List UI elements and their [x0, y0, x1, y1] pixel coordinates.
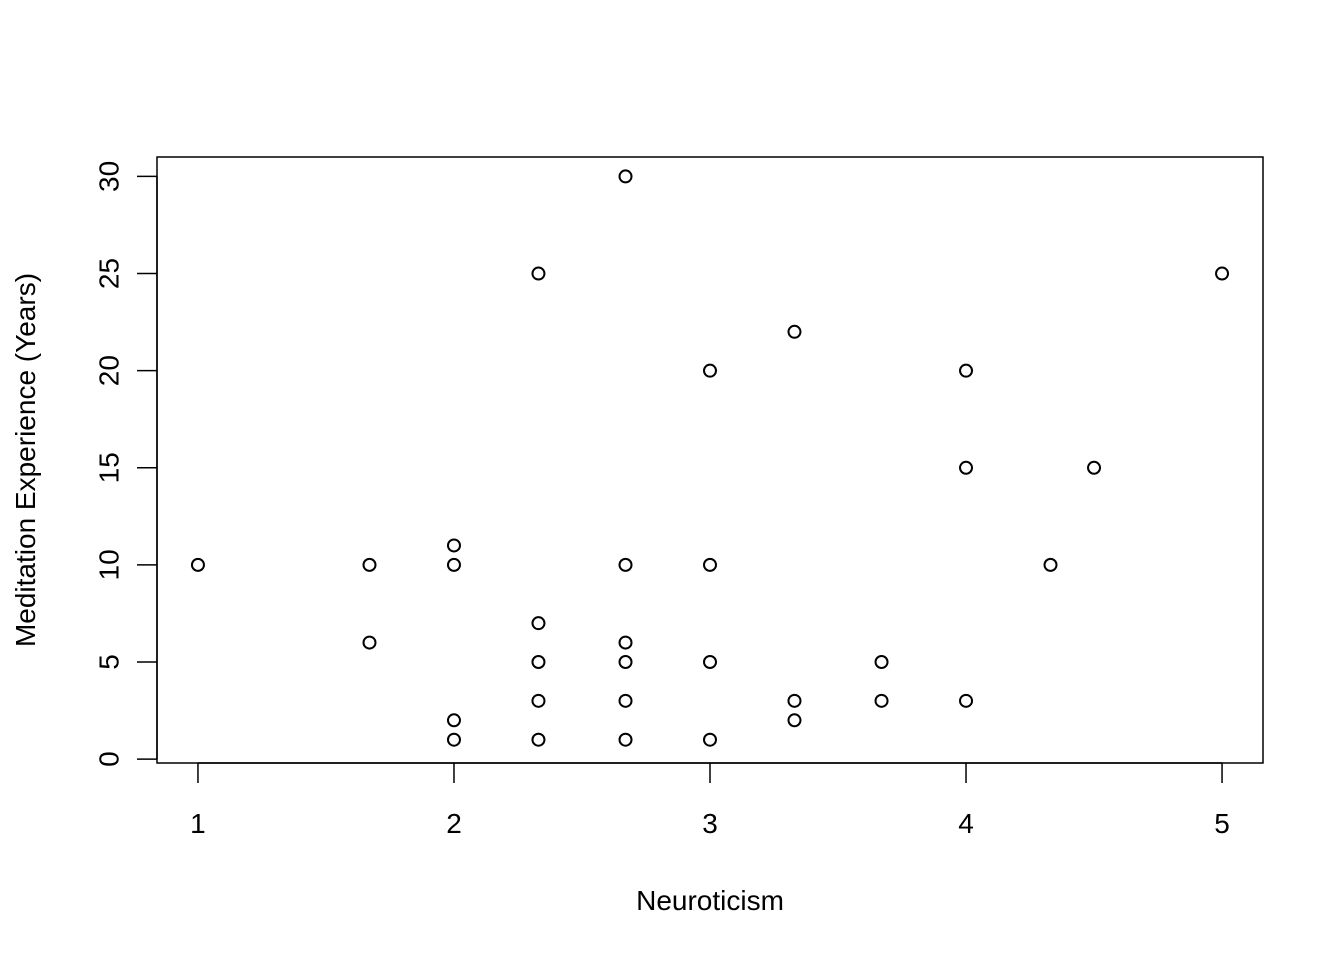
x-tick-label: 1	[190, 808, 206, 839]
x-tick-label: 3	[702, 808, 718, 839]
data-point	[959, 363, 974, 378]
data-point	[531, 693, 546, 708]
y-tick-label: 30	[94, 161, 125, 192]
x-tick-label: 4	[958, 808, 974, 839]
data-point	[787, 324, 802, 339]
data-point	[703, 557, 717, 572]
data-point	[618, 655, 633, 669]
x-axis: 1 2 3 4 5	[190, 762, 1230, 839]
data-point	[446, 557, 461, 572]
y-axis-label: Meditation Experience (Years)	[10, 273, 41, 647]
y-tick-label: 5	[94, 654, 125, 670]
data-point	[703, 732, 717, 747]
data-point	[531, 616, 546, 631]
data-point	[362, 557, 377, 572]
data-point	[446, 538, 461, 553]
data-point	[874, 693, 889, 708]
data-point	[787, 713, 802, 728]
data-point	[1215, 266, 1230, 281]
data-point	[190, 557, 205, 572]
plot-frame	[156, 156, 1264, 764]
data-point	[618, 557, 633, 572]
data-point	[703, 655, 717, 669]
data-point	[1087, 460, 1102, 475]
data-point	[446, 732, 461, 747]
data-point	[874, 655, 889, 669]
data-point	[618, 635, 633, 650]
x-tick-label: 2	[446, 808, 462, 839]
data-point	[446, 713, 461, 728]
data-point	[959, 693, 974, 708]
data-point	[959, 460, 974, 475]
x-tick-label: 5	[1214, 808, 1230, 839]
data-point	[531, 266, 546, 281]
data-point	[531, 732, 546, 747]
data-point	[618, 732, 633, 747]
y-tick-label: 20	[94, 355, 125, 386]
data-point	[362, 635, 377, 650]
y-axis: 0 5 10 15 20 25 30	[94, 161, 158, 767]
x-axis-label: Neuroticism	[636, 885, 784, 916]
y-tick-label: 10	[94, 549, 125, 580]
data-point	[618, 693, 633, 708]
data-point	[531, 655, 546, 669]
data-point	[618, 169, 633, 184]
data-points	[190, 169, 1230, 747]
y-tick-label: 25	[94, 258, 125, 289]
data-point	[703, 363, 717, 378]
y-tick-label: 15	[94, 452, 125, 483]
data-point	[787, 693, 802, 708]
data-point	[1043, 557, 1058, 572]
y-tick-label: 0	[94, 751, 125, 767]
